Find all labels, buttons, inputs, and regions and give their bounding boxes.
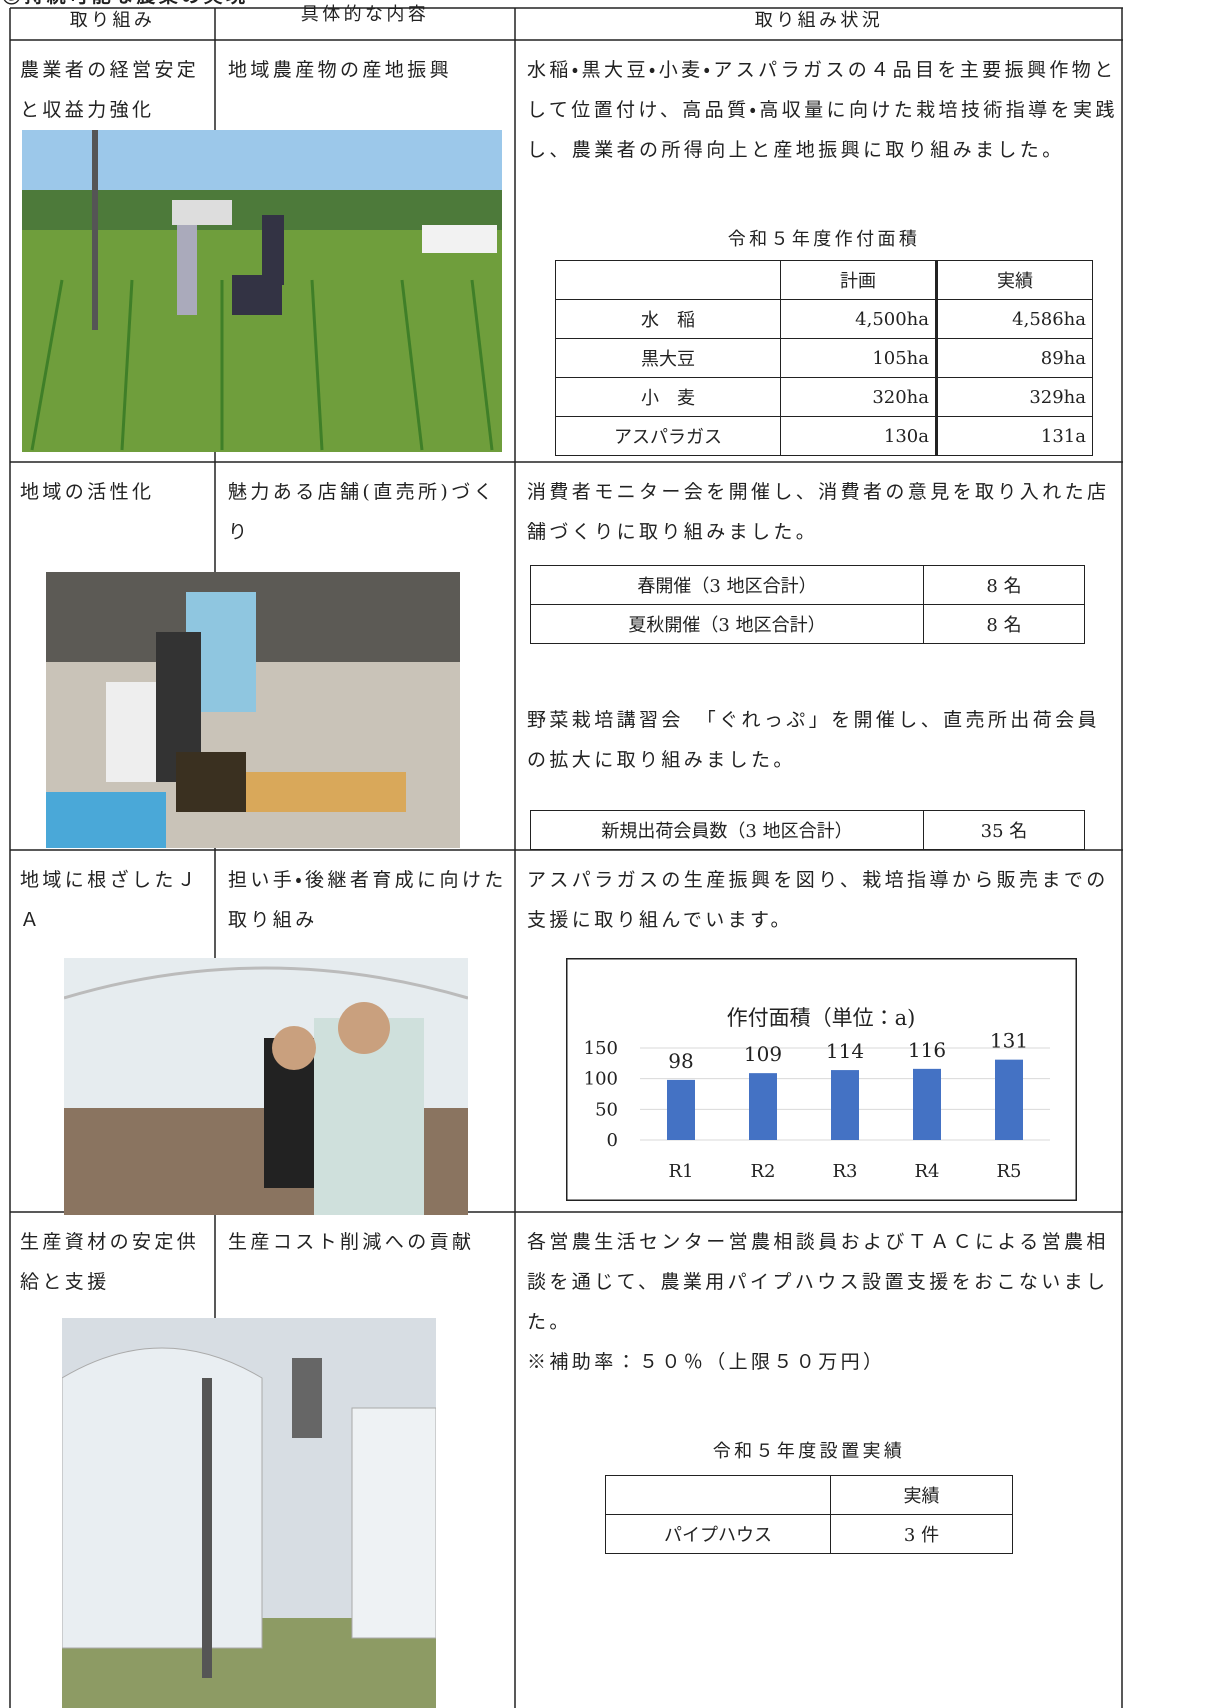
photo-store — [46, 572, 460, 848]
x-tick-label: R1 — [668, 1161, 693, 1182]
cell: 実績 — [936, 260, 1093, 300]
x-tick-label: R4 — [914, 1161, 939, 1182]
cell: パイプハウス — [605, 1514, 831, 1554]
status-text: 各営農生活センター営農相談員およびＴＡＣによる営農相談を通じて、農業用パイプハウ… — [527, 1231, 1109, 1333]
status-text: 水稲・黒大豆・小麦・アスパラガスの４品目を主要振興作物として位置付け、高品質・高… — [527, 59, 1118, 161]
x-tick-label: R5 — [996, 1161, 1021, 1182]
content: 生産コスト削減への貢献 — [228, 1231, 475, 1253]
cell: 春開催（3 地区合計） — [530, 565, 924, 605]
data-label: 114 — [826, 1039, 864, 1063]
column-header: 取り組み状況 — [754, 10, 884, 31]
photo-rice-field — [22, 130, 502, 452]
subtable: 新規出荷会員数（3 地区合計） 35 名 — [530, 810, 1085, 850]
bar — [749, 1073, 777, 1140]
content: 担い手・後継者育成に向けた取り組み — [228, 869, 507, 931]
cell: 4,500ha — [780, 299, 938, 339]
column-header: 取り組み — [69, 10, 156, 31]
subtable: 実績 パイプハウス 3 件 — [605, 1475, 1013, 1554]
initiative: 農業者の経営安定と収益力強化 — [20, 59, 200, 121]
cell: 4,586ha — [936, 299, 1093, 339]
x-tick-label: R2 — [750, 1161, 775, 1182]
x-tick-label: R3 — [832, 1161, 857, 1182]
data-label: 116 — [908, 1038, 946, 1062]
initiative: 地域に根ざしたＪＡ — [20, 869, 200, 931]
subtable-caption: 令和５年度作付面積 — [727, 229, 921, 250]
subtable-caption: 令和５年度設置実績 — [712, 1441, 906, 1462]
cell: 夏秋開催（3 地区合計） — [530, 604, 924, 644]
cell: 3 件 — [830, 1514, 1013, 1554]
bar — [913, 1068, 941, 1140]
cell: 実績 — [830, 1475, 1013, 1515]
photo-greenhouse — [64, 958, 468, 1215]
cell: 黒大豆 — [555, 338, 781, 378]
bar — [831, 1070, 859, 1140]
y-tick-label: 150 — [584, 1038, 618, 1059]
data-label: 109 — [744, 1042, 782, 1066]
page-title: ③持続可能な農業の実現 — [2, 0, 248, 16]
cell: アスパラガス — [555, 416, 781, 456]
status-text: 消費者モニター会を開催し、消費者の意見を取り入れた店舗づくりに取り組みました。 — [527, 481, 1110, 543]
cell: 8 名 — [923, 604, 1085, 644]
cell: 131a — [936, 416, 1093, 456]
y-tick-label: 50 — [595, 1099, 618, 1120]
data-label: 98 — [668, 1049, 693, 1073]
cell: 130a — [780, 416, 938, 456]
initiative: 生産資材の安定供給と支援 — [20, 1231, 200, 1293]
status-text: 野菜栽培講習会 「ぐれっぷ」を開催し、直売所出荷会員の拡大に取り組みました。 — [527, 709, 1100, 771]
subtable: 春開催（3 地区合計） 8 名 夏秋開催（3 地区合計） 8 名 — [530, 565, 1085, 644]
bar — [667, 1079, 695, 1140]
cell: 水 稲 — [555, 299, 781, 339]
cell: 小 麦 — [555, 377, 781, 417]
cell: 105ha — [780, 338, 938, 378]
cell: 8 名 — [923, 565, 1085, 605]
data-label: 131 — [990, 1029, 1028, 1053]
y-tick-label: 100 — [584, 1069, 618, 1090]
column-header: 具体的な内容 — [300, 4, 430, 25]
cell: 320ha — [780, 377, 938, 417]
cell: 35 名 — [923, 810, 1085, 850]
y-tick-label: 0 — [607, 1130, 618, 1151]
initiative: 地域の活性化 — [20, 481, 155, 503]
cell: 329ha — [936, 377, 1093, 417]
cell: 新規出荷会員数（3 地区合計） — [530, 810, 924, 850]
bar — [995, 1059, 1023, 1140]
chart-title: 作付面積（単位：a) — [727, 1006, 916, 1030]
cell: 89ha — [936, 338, 1093, 378]
content: 地域農産物の産地振興 — [228, 59, 453, 81]
chart: 作付面積（単位：a) 0 50 100 150 R1 98 R2 109 R3 114 R4 116 R… — [566, 958, 1077, 1201]
note: ※補助率：５０％（上限５０万円） — [527, 1351, 886, 1373]
status-text: アスパラガスの生産振興を図り、栽培指導から販売までの支援に取り組んでいます。 — [527, 869, 1109, 931]
content: 魅力ある店舗(直売所)づくり — [228, 481, 497, 543]
photo-pipe-house — [62, 1318, 436, 1708]
cell: 計画 — [780, 260, 938, 300]
